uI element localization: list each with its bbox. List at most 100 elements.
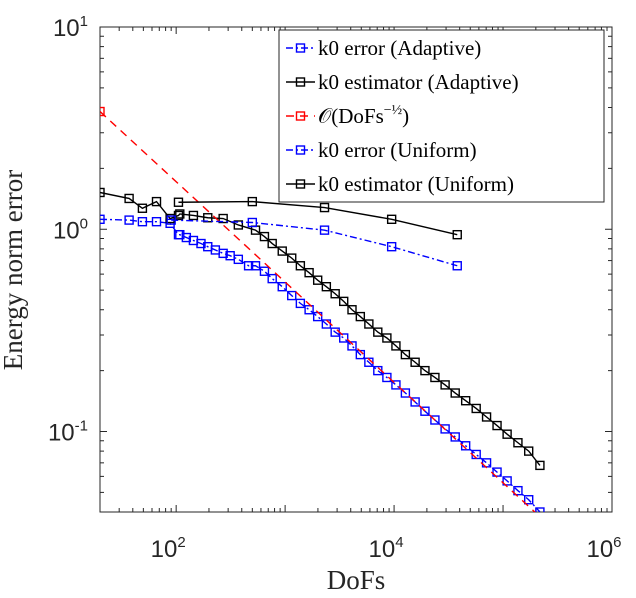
legend-swatch-marker (295, 43, 306, 53)
data-point-est-adaptive (100, 187, 105, 198)
data-point-err-adaptive (124, 215, 134, 225)
legend-entry-est-uniform: k0 estimator (Uniform) (286, 172, 514, 196)
data-point-err-uniform (247, 217, 258, 228)
data-point-err-adaptive (151, 216, 162, 227)
series-line-err-uniform (171, 219, 458, 267)
data-point-est-adaptive (450, 388, 460, 398)
data-point-err-adaptive (181, 232, 192, 243)
data-point-est-adaptive (347, 305, 357, 315)
data-point-est-adaptive (137, 203, 148, 213)
data-point-est-adaptive (391, 341, 401, 351)
data-point-est-adaptive (400, 349, 411, 360)
data-point-est-adaptive (124, 193, 134, 204)
data-point-est-adaptive (440, 380, 450, 390)
data-point-est-adaptive (524, 446, 534, 456)
y-axis-label: Energy norm error (0, 170, 28, 370)
data-point-err-adaptive (400, 388, 411, 398)
data-point-est-adaptive (410, 357, 420, 367)
data-point-est-uniform (173, 197, 184, 207)
data-point-est-adaptive (535, 460, 545, 471)
series-line-rate (100, 111, 536, 512)
data-point-err-adaptive (243, 261, 254, 271)
x-tick-label: 104 (369, 534, 404, 563)
data-point-err-uniform (386, 241, 397, 252)
legend-label: k0 estimator (Uniform) (318, 172, 514, 196)
x-tick-label: 102 (151, 534, 186, 563)
data-point-est-adaptive (502, 429, 512, 439)
data-point-est-uniform (247, 196, 258, 207)
data-point-est-adaptive (420, 365, 430, 376)
data-point-err-adaptive (410, 397, 420, 407)
y-tick-label: 10-1 (48, 418, 88, 447)
data-point-err-adaptive (267, 273, 277, 284)
series-est-uniform (173, 196, 462, 240)
data-point-err-adaptive (440, 424, 450, 434)
legend-box (278, 29, 605, 203)
data-point-est-adaptive (355, 311, 366, 322)
legend-entry-err-adaptive: k0 error (Adaptive) (286, 36, 481, 60)
data-point-err-adaptive (295, 298, 306, 309)
data-point-est-adaptive (175, 209, 185, 219)
legend-swatch-marker (295, 179, 306, 189)
data-point-err-adaptive (218, 248, 228, 259)
series-err-uniform (166, 215, 462, 271)
data-point-est-adaptive (218, 213, 228, 224)
series-group (100, 106, 545, 521)
y-tick-label: 100 (53, 215, 88, 244)
data-point-est-adaptive (304, 267, 314, 278)
data-point-est-uniform (386, 214, 397, 225)
data-point-est-adaptive (471, 403, 481, 414)
data-point-err-adaptive (259, 266, 270, 276)
data-point-err-adaptive (137, 216, 148, 227)
data-point-est-adaptive (492, 420, 502, 431)
data-point-err-adaptive (175, 229, 185, 240)
data-point-err-adaptive (277, 281, 287, 292)
data-point-err-adaptive (287, 290, 297, 301)
data-point-est-adaptive (267, 238, 277, 249)
data-point-est-adaptive (287, 253, 297, 263)
data-point-est-adaptive (373, 327, 383, 337)
legend-label: k0 error (Adaptive) (318, 36, 481, 60)
data-point-est-adaptive (330, 289, 340, 299)
data-point-err-adaptive (165, 218, 175, 229)
legend: k0 error (Adaptive) k0 estimator (Adaptiv… (278, 29, 605, 203)
data-point-est-adaptive (277, 246, 287, 256)
data-point-est-adaptive (460, 396, 471, 406)
data-point-err-adaptive (535, 507, 545, 512)
data-point-est-uniform (452, 229, 462, 240)
data-point-est-adaptive (321, 281, 332, 292)
data-point-est-uniform (319, 202, 330, 213)
data-point-err-adaptive (420, 406, 430, 416)
data-point-err-adaptive (430, 415, 440, 425)
data-point-err-adaptive (233, 254, 244, 265)
data-point-err-adaptive (339, 333, 349, 343)
data-point-err-adaptive (382, 372, 392, 383)
data-point-est-adaptive (295, 261, 306, 271)
x-axis-label: DoFs (327, 565, 386, 595)
data-point-est-adaptive (430, 372, 440, 383)
data-point-err-adaptive (304, 305, 314, 315)
data-point-err-uniform (166, 215, 176, 225)
legend-entry-rate: 𝒪(DoFs−½) (286, 103, 409, 128)
data-point-err-adaptive (524, 495, 534, 505)
y-tick-label: 101 (53, 13, 88, 42)
legend-entry-est-adaptive: k0 estimator (Adaptive) (286, 70, 519, 94)
data-point-err-adaptive (391, 380, 401, 390)
data-point-rate (100, 106, 105, 117)
data-point-err-adaptive (502, 476, 512, 486)
series-line-est-uniform (178, 200, 458, 236)
data-point-err-adaptive (450, 432, 460, 442)
data-point-rate (536, 513, 544, 521)
data-point-est-adaptive (151, 196, 162, 207)
data-point-est-adaptive (312, 275, 323, 285)
data-point-err-adaptive (460, 441, 471, 451)
data-point-err-adaptive (347, 341, 357, 351)
data-point-est-adaptive (513, 438, 523, 448)
data-point-err-adaptive (492, 467, 502, 477)
series-rate (100, 106, 544, 521)
data-point-est-adaptive (364, 319, 374, 329)
legend-label: k0 estimator (Adaptive) (318, 70, 519, 94)
data-point-err-adaptive (513, 485, 523, 496)
x-tick-label: 106 (586, 534, 621, 563)
